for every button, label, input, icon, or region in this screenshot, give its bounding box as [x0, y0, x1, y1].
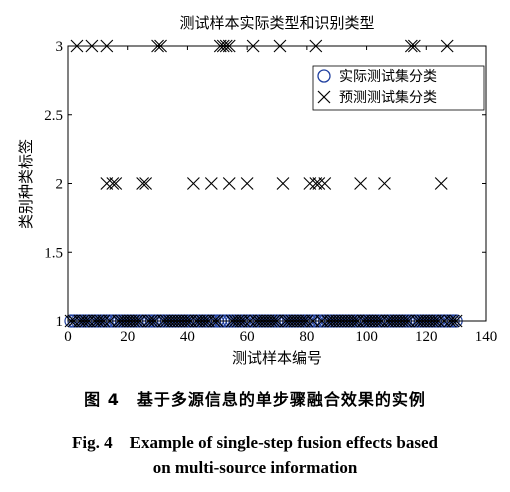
tick-labels: 0 20 40 60 80 100 120 140 1 1.5 2 2.5 3 [44, 39, 497, 345]
predicted-point-24 [276, 177, 290, 190]
x-tick-label-0: 0 [64, 329, 72, 345]
x-tick-label-6: 120 [415, 329, 438, 345]
figure-caption-english-line1: Fig. 4 Example of single-step fusion eff… [72, 433, 438, 452]
predicted-point-20 [187, 177, 200, 190]
legend-circle-marker [317, 69, 331, 83]
predicted-point-26 [309, 177, 323, 190]
predicted-point-31 [434, 177, 448, 190]
chart: 测试样本实际类型和识别类型 0 20 40 60 80 100 120 140 1 1.5 2 2.5… [17, 14, 497, 367]
plot-frame [67, 45, 487, 322]
predicted-point-15 [100, 177, 114, 190]
x-tick-label-5: 100 [355, 329, 378, 345]
x-tick-label-3: 60 [240, 329, 255, 345]
figure-caption-english-line2: on multi-source information [152, 458, 358, 477]
x-tick-label-7: 140 [475, 329, 498, 345]
x-tick-label-4: 80 [299, 329, 314, 345]
predicted-point-18 [136, 177, 150, 190]
legend-label-actual: 实际测试集分类 [339, 68, 437, 85]
y-tick-label-2: 2 [56, 177, 64, 193]
predicted-point-23 [240, 177, 254, 190]
predicted-point-30 [378, 177, 391, 190]
legend-label-predicted: 预测测试集分类 [339, 89, 437, 106]
legend: 实际测试集分类 预测测试集分类 [312, 65, 485, 111]
y-tick-label-4: 3 [56, 39, 64, 55]
predicted-point-27 [312, 177, 326, 190]
chart-title: 测试样本实际类型和识别类型 [179, 14, 374, 32]
x-tick-label-1: 20 [120, 329, 135, 345]
predicted-point-17 [109, 177, 123, 190]
predicted-point-29 [354, 177, 367, 190]
predicted-point-21 [204, 177, 218, 190]
y-tick-label-1: 1.5 [44, 245, 63, 261]
predicted-point-25 [303, 177, 317, 190]
predicted-point-16 [106, 177, 120, 190]
x-tick-label-2: 40 [180, 329, 195, 345]
predicted-point-22 [222, 177, 236, 190]
legend-box [312, 65, 485, 111]
legend-x-marker [317, 90, 331, 104]
y-tick-label-0: 1 [56, 314, 64, 330]
x-axis-label: 测试样本编号 [232, 349, 322, 367]
predicted-point-28 [318, 177, 332, 190]
y-axis-label: 类别种类标签 [17, 139, 35, 229]
y-tick-label-3: 2.5 [44, 108, 63, 124]
figure-caption-chinese: 图 4 基于多源信息的单步骤融合效果的实例 [84, 390, 426, 409]
predicted-point-19 [139, 177, 153, 190]
